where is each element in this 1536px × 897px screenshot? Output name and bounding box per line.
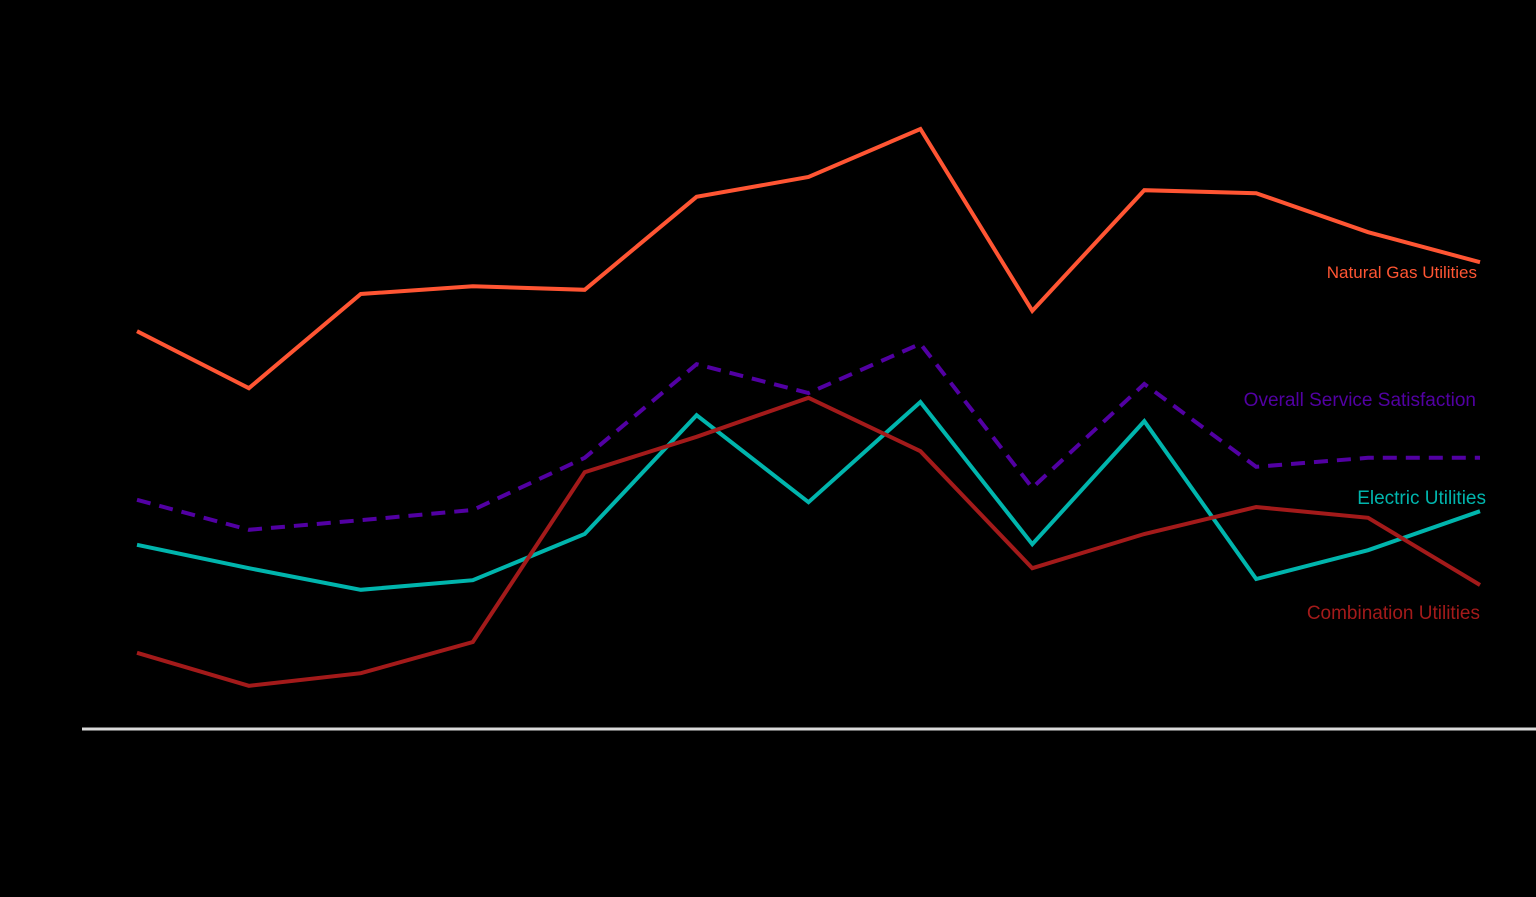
- series-line-natural-gas-utilities: [136, 126, 1481, 391]
- series-label-natural-gas: Natural Gas Utilities: [1327, 263, 1477, 282]
- series-label-overall: Overall Service Satisfaction: [1244, 390, 1476, 411]
- series-line-overall-service-satisfaction: [136, 341, 1480, 532]
- series-layer: [136, 126, 1482, 688]
- series-label-electric: Electric Utilities: [1357, 488, 1486, 509]
- series-label-combination: Combination Utilities: [1307, 603, 1480, 624]
- series-line-combination-utilities: [136, 395, 1482, 688]
- series-line-electric-utilities: [136, 399, 1481, 592]
